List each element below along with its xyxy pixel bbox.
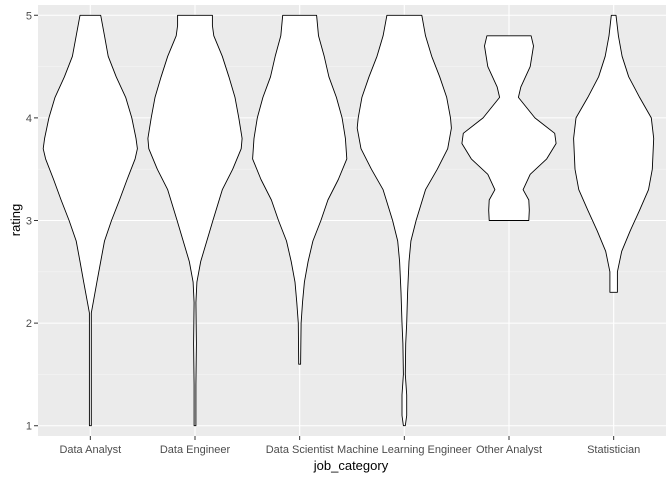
- y-tick-label: 4: [26, 113, 32, 125]
- violin-data-engineer: [147, 14, 243, 427]
- x-tick-label: Data Scientist: [266, 444, 334, 456]
- x-tick-label: Machine Learning Engineer: [337, 444, 472, 456]
- y-axis: 1 2 3 4 5: [26, 10, 38, 433]
- violin-other-analyst: [461, 35, 557, 221]
- violin-statistician: [573, 14, 655, 293]
- y-axis-title: rating: [8, 204, 23, 237]
- x-tick-label: Data Engineer: [160, 444, 231, 456]
- y-tick-label: 2: [26, 318, 32, 330]
- y-tick-label: 1: [26, 421, 32, 433]
- x-tick-label: Statistician: [587, 444, 640, 456]
- violin-data-scientist: [252, 14, 348, 365]
- x-axis-title: job_category: [313, 458, 389, 473]
- minor-gridlines: [38, 66, 666, 375]
- y-tick-label: 3: [26, 216, 32, 228]
- x-axis: Data Analyst Data Engineer Data Scientist M…: [59, 436, 640, 456]
- violin-machine-learning-engineer: [356, 14, 452, 427]
- violin-data-analyst: [42, 14, 138, 427]
- violins: [42, 14, 655, 427]
- y-tick-label: 5: [26, 10, 32, 22]
- x-tick-label: Data Analyst: [59, 444, 121, 456]
- x-tick-label: Other Analyst: [476, 444, 542, 456]
